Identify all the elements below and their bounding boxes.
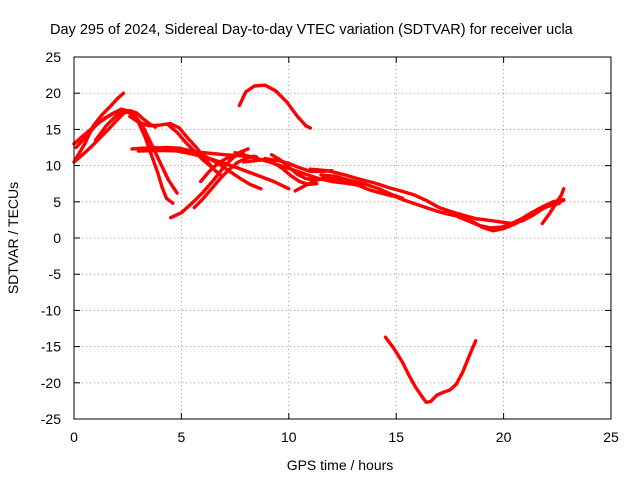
x-tick-label: 15 xyxy=(388,429,404,445)
x-tick-label: 25 xyxy=(603,429,619,445)
y-tick-labels: -25 -20 -15 -10 -5 0 5 10 15 20 25 xyxy=(41,49,61,427)
y-tick-label: 5 xyxy=(53,194,61,210)
series-arc-2 xyxy=(74,91,126,161)
series-arc-12 xyxy=(192,154,257,210)
y-tick-label: -5 xyxy=(49,266,62,282)
x-tick-label: 5 xyxy=(178,429,186,445)
y-axis-label: SDTVAR / TECUs xyxy=(5,182,21,294)
series-arc-7 xyxy=(166,123,214,169)
axis-ticks xyxy=(73,56,612,420)
y-tick-label: -25 xyxy=(41,411,61,427)
y-tick-label: -20 xyxy=(41,375,61,391)
x-tick-label: 20 xyxy=(496,429,512,445)
series-arc-14 xyxy=(237,83,312,130)
series-arc-1 xyxy=(72,108,158,164)
data-series xyxy=(72,83,566,404)
x-tick-labels: 0 5 10 15 20 25 xyxy=(70,429,619,445)
chart-title: Day 295 of 2024, Sidereal Day-to-day VTE… xyxy=(50,22,574,38)
grid-lines xyxy=(74,57,611,419)
y-tick-label: 25 xyxy=(45,49,61,65)
series-arc-25 xyxy=(540,187,566,226)
x-axis-label: GPS time / hours xyxy=(287,457,394,473)
y-tick-label: 10 xyxy=(45,158,61,174)
y-tick-label: -10 xyxy=(41,302,61,318)
y-tick-label: 15 xyxy=(45,121,61,137)
y-tick-label: -15 xyxy=(41,339,61,355)
series-arc-26 xyxy=(383,335,478,404)
y-tick-label: 0 xyxy=(53,230,61,246)
y-tick-label: 20 xyxy=(45,85,61,101)
x-tick-label: 10 xyxy=(281,429,297,445)
series-arc-4 xyxy=(72,108,126,146)
x-tick-label: 0 xyxy=(70,429,78,445)
series-arc-24 xyxy=(456,197,566,230)
series-arc-13 xyxy=(198,152,246,184)
